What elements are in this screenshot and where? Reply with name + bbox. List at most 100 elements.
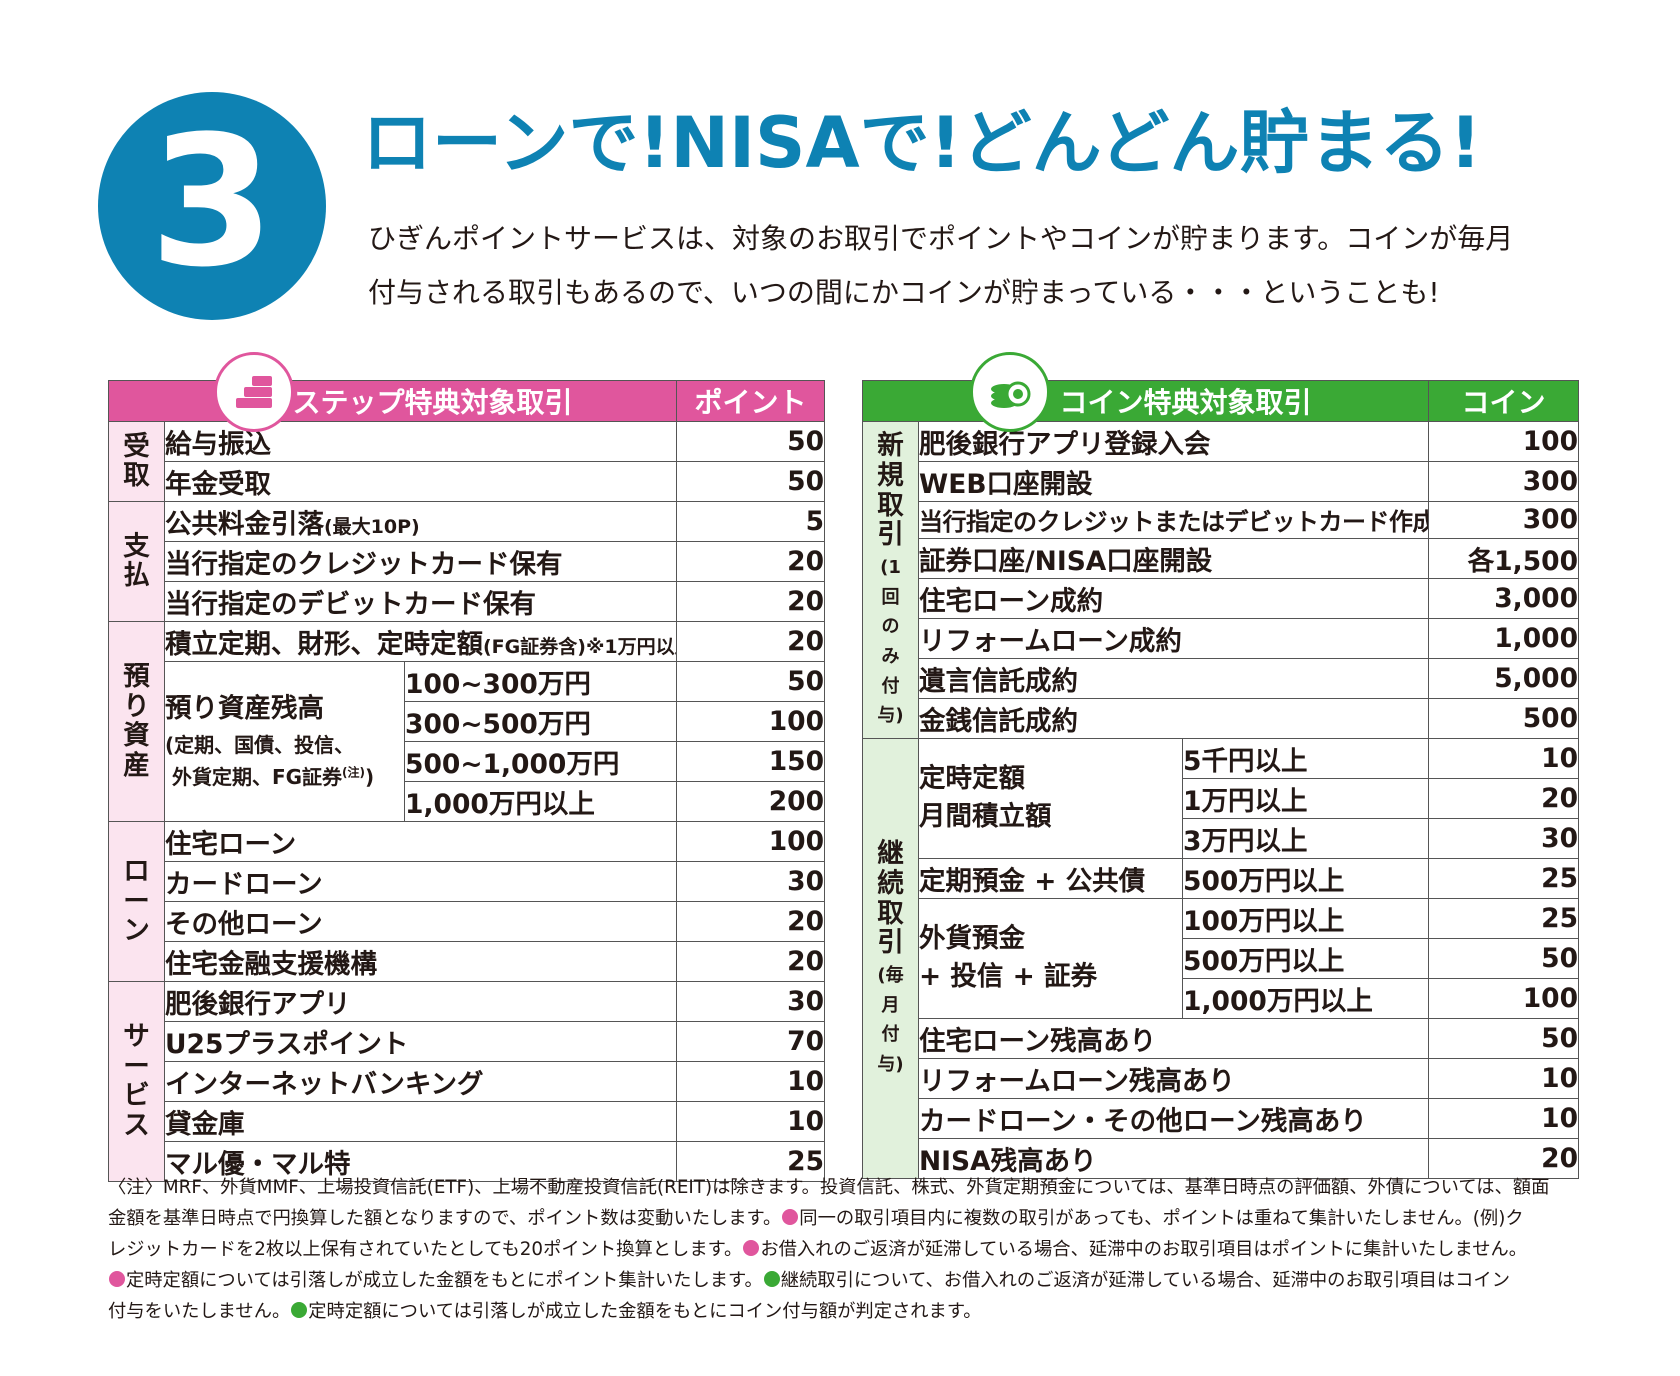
row-label: 当行指定のデビットカード保有: [163, 581, 678, 622]
row-value: 100: [676, 821, 826, 862]
range-label: 300~500万円: [403, 701, 678, 742]
category-loan: ローン: [108, 821, 165, 982]
range-label: 1万円以上: [1181, 777, 1430, 819]
table-row: 1,000万円以上 100: [863, 977, 1580, 1019]
green-bullet-icon: [763, 1271, 780, 1287]
page-title: ローンで!NISAで!どんどん貯まる!: [362, 102, 1482, 184]
category-payment: 支払: [108, 501, 165, 622]
row-label: 住宅ローン: [163, 821, 678, 862]
row-value: 20: [676, 541, 826, 582]
row-value: 100: [676, 701, 826, 742]
table-row: カードローン・その他ローン残高あり 10: [863, 1097, 1580, 1139]
table-row: 住宅ローン残高あり 50: [863, 1017, 1580, 1059]
row-label: 住宅ローン成約: [917, 577, 1430, 619]
category-service: サービス: [108, 981, 165, 1182]
row-value: 300: [1428, 461, 1580, 502]
table-row: 当行指定のクレジットまたはデビットカード作成 300: [863, 501, 1580, 539]
table-row: 受取 給与振込 50: [108, 421, 826, 502]
row-value: 70: [676, 1021, 826, 1062]
category-new-transactions: 新規取引(1回のみ付与): [862, 421, 919, 739]
section-number-badge: 3: [98, 92, 326, 320]
row-label: 肥後銀行アプリ登録入会: [917, 421, 1430, 462]
row-label: WEB口座開設: [917, 461, 1430, 502]
table-row: カードローン 30: [109, 861, 826, 902]
row-value: 30: [676, 861, 826, 902]
table-row: 年金受取 50: [109, 461, 826, 502]
table-row: 当行指定のクレジットカード保有 20: [109, 541, 826, 582]
row-label: その他ローン: [163, 901, 678, 942]
table-row: 証券口座/NISA口座開設 各1,500: [863, 537, 1580, 579]
intro-text: ひぎんポイントサービスは、対象のお取引でポイントやコインが貯まります。コインが毎…: [368, 212, 1668, 320]
table-row: 外貨預金 + 投信 + 証券 100万円以上 25: [863, 897, 1580, 1019]
note-line: 付与をいたしません。 定時定額については引落しが成立した金額をもとにコイン付与額が…: [108, 1301, 982, 1322]
header-title: コイン特典対象取引: [861, 380, 1430, 422]
table-row: 3万円以上 30: [863, 817, 1580, 859]
table-row: WEB口座開設 300: [863, 461, 1580, 502]
table-row: 1,000万円以上 200: [109, 781, 826, 822]
table-row: 貸金庫 10: [109, 1101, 826, 1142]
row-label: リフォームローン成約: [917, 617, 1430, 659]
pink-bullet-icon: [782, 1209, 799, 1225]
row-label: 貸金庫: [163, 1101, 678, 1142]
row-value: 300: [1428, 501, 1580, 539]
coin-benefit-table: コイン特典対象取引 コイン 新規取引(1回のみ付与) 肥後銀行アプリ登録入会 1…: [861, 380, 1580, 1179]
row-value: 5,000: [1428, 657, 1580, 699]
table-row: リフォームローン成約 1,000: [863, 617, 1580, 659]
table-row: サービス 肥後銀行アプリ 30: [108, 981, 826, 1182]
row-value: 150: [676, 741, 826, 782]
range-label: 500万円以上: [1181, 937, 1430, 979]
row-label: 住宅ローン残高あり: [917, 1017, 1430, 1059]
note-line: 金額を基準日時点で円換算した額となりますので、ポイント数は変動いたします。 同一の…: [108, 1208, 1524, 1229]
table-row: 当行指定のデビットカード保有 20: [109, 581, 826, 622]
intro-line: ひぎんポイントサービスは、対象のお取引でポイントやコインが貯まります。コインが毎…: [368, 222, 1514, 255]
table-row: 住宅ローン成約 3,000: [863, 577, 1580, 619]
note-line: 定時定額については引落しが成立した金額をもとにポイント集計いたします。 継続取引に…: [108, 1265, 1582, 1296]
range-label: 100万円以上: [1181, 897, 1430, 939]
note-line: レジットカードを2枚以上保有されていたとしても20ポイント換算とします。 お借入れ…: [108, 1239, 1528, 1260]
row-value: 25: [1428, 857, 1580, 899]
stairs-icon: [214, 352, 294, 432]
table-row: 定期預金 + 公共債 500万円以上 25: [863, 857, 1580, 899]
row-value: 10: [1428, 737, 1580, 779]
header-value: ポイント: [676, 380, 826, 422]
table-row: 住宅金融支援機構 20: [109, 941, 826, 982]
row-label: リフォームローン残高あり: [917, 1057, 1430, 1099]
row-label: 証券口座/NISA口座開設: [917, 537, 1430, 579]
row-label: 当行指定のクレジットカード保有: [163, 541, 678, 582]
row-label: 公共料金引落(最大10P): [163, 501, 678, 542]
header-value: コイン: [1428, 380, 1580, 422]
row-value: 20: [1428, 777, 1580, 819]
row-value: 20: [676, 581, 826, 622]
table-row: NISA残高あり 20: [863, 1137, 1580, 1179]
row-value: 20: [1428, 1137, 1580, 1179]
range-label: 500~1,000万円: [403, 741, 678, 782]
row-value: 20: [676, 901, 826, 942]
table-row: 預り資産 積立定期、財形、定時定額(FG証券含)※1万円以上 20: [108, 621, 826, 822]
row-value: 3,000: [1428, 577, 1580, 619]
row-label: 遺言信託成約: [917, 657, 1430, 699]
row-label: 年金受取: [163, 461, 678, 502]
row-value: 100: [1428, 421, 1580, 462]
row-label: 当行指定のクレジットまたはデビットカード作成: [917, 501, 1430, 539]
row-value: 各1,500: [1428, 537, 1580, 579]
row-label: 金銭信託成約: [917, 697, 1430, 739]
row-value: 10: [1428, 1057, 1580, 1099]
table-row: U25プラスポイント 70: [109, 1021, 826, 1062]
range-label: 5千円以上: [1181, 737, 1430, 779]
range-label: 100~300万円: [403, 661, 678, 702]
table-row: 500万円以上 50: [863, 937, 1580, 979]
row-value: 20: [676, 621, 826, 662]
row-value: 10: [676, 1101, 826, 1142]
step-benefit-table: ステップ特典対象取引 ポイント 受取 給与振込 50 年金受取 50 支払 公共…: [107, 380, 826, 1182]
row-value: 50: [676, 461, 826, 502]
row-label: マル優・マル特: [163, 1141, 678, 1182]
row-value: 500: [1428, 697, 1580, 739]
category-deposit: 預り資産: [108, 621, 165, 822]
range-label: 3万円以上: [1181, 817, 1430, 859]
intro-line: 付与される取引もあるので、いつの間にかコインが貯まっている・・・ということも!: [368, 276, 1440, 309]
row-value: 50: [1428, 1017, 1580, 1059]
table-row: 支払 公共料金引落(最大10P) 5: [108, 501, 826, 622]
table-row: 継続取引(毎月付与) 定時定額 月間積立額 5千円以上 10: [862, 737, 1580, 1179]
row-value: 10: [1428, 1097, 1580, 1139]
header-title: ステップ特典対象取引: [107, 380, 678, 422]
